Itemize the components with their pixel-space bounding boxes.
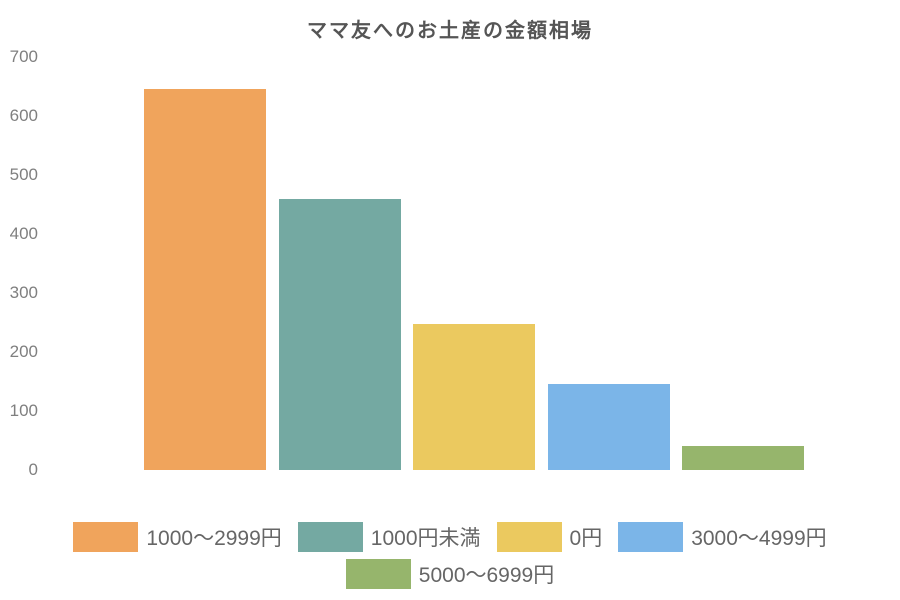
- y-tick-label-600: 600: [9, 106, 38, 125]
- legend-swatch-icon: [73, 522, 139, 552]
- y-tick-label-500: 500: [9, 165, 38, 184]
- y-tick-label-0: 0: [28, 460, 38, 479]
- legend-swatch-icon: [618, 522, 684, 552]
- legend-label: 1000円未満: [370, 527, 481, 550]
- bar-4-5000〜6999円: [682, 446, 805, 470]
- legend-item-3: 3000〜4999円: [618, 522, 827, 552]
- bar-2-0円: [413, 324, 536, 470]
- y-tick-label-400: 400: [9, 224, 38, 243]
- bar-3-3000〜4999円: [547, 383, 670, 470]
- legend-label: 1000〜2999円: [146, 527, 282, 550]
- legend-item-4: 5000〜6999円: [345, 559, 555, 589]
- legend-row-2: 5000〜6999円: [345, 559, 555, 589]
- legend-swatch-icon: [496, 522, 562, 552]
- legend-swatch-icon: [297, 522, 363, 552]
- legend-label: 5000〜6999円: [418, 564, 555, 587]
- legend-item-0: 1000〜2999円: [73, 522, 282, 552]
- legend-item-1: 1000円未満: [297, 522, 481, 552]
- bar-1-1000円未満: [278, 198, 401, 470]
- bar-0-1000〜2999円: [144, 89, 266, 470]
- legend-swatch-icon: [345, 559, 411, 589]
- y-tick-label-300: 300: [9, 283, 38, 302]
- y-tick-label-100: 100: [9, 401, 38, 420]
- legend-item-2: 0円: [496, 522, 603, 552]
- legend: 1000〜2999円 1000円未満 0円 3000〜4999円 5000〜6999円: [0, 522, 900, 589]
- legend-row-1: 1000〜2999円 1000円未満 0円 3000〜4999円: [73, 522, 827, 552]
- chart-title: ママ友へのお土産の金額相場: [307, 20, 593, 42]
- y-tick-label-700: 700: [9, 47, 38, 66]
- y-tick-label-200: 200: [9, 342, 38, 361]
- legend-label: 0円: [569, 527, 603, 550]
- legend-label: 3000〜4999円: [691, 527, 827, 550]
